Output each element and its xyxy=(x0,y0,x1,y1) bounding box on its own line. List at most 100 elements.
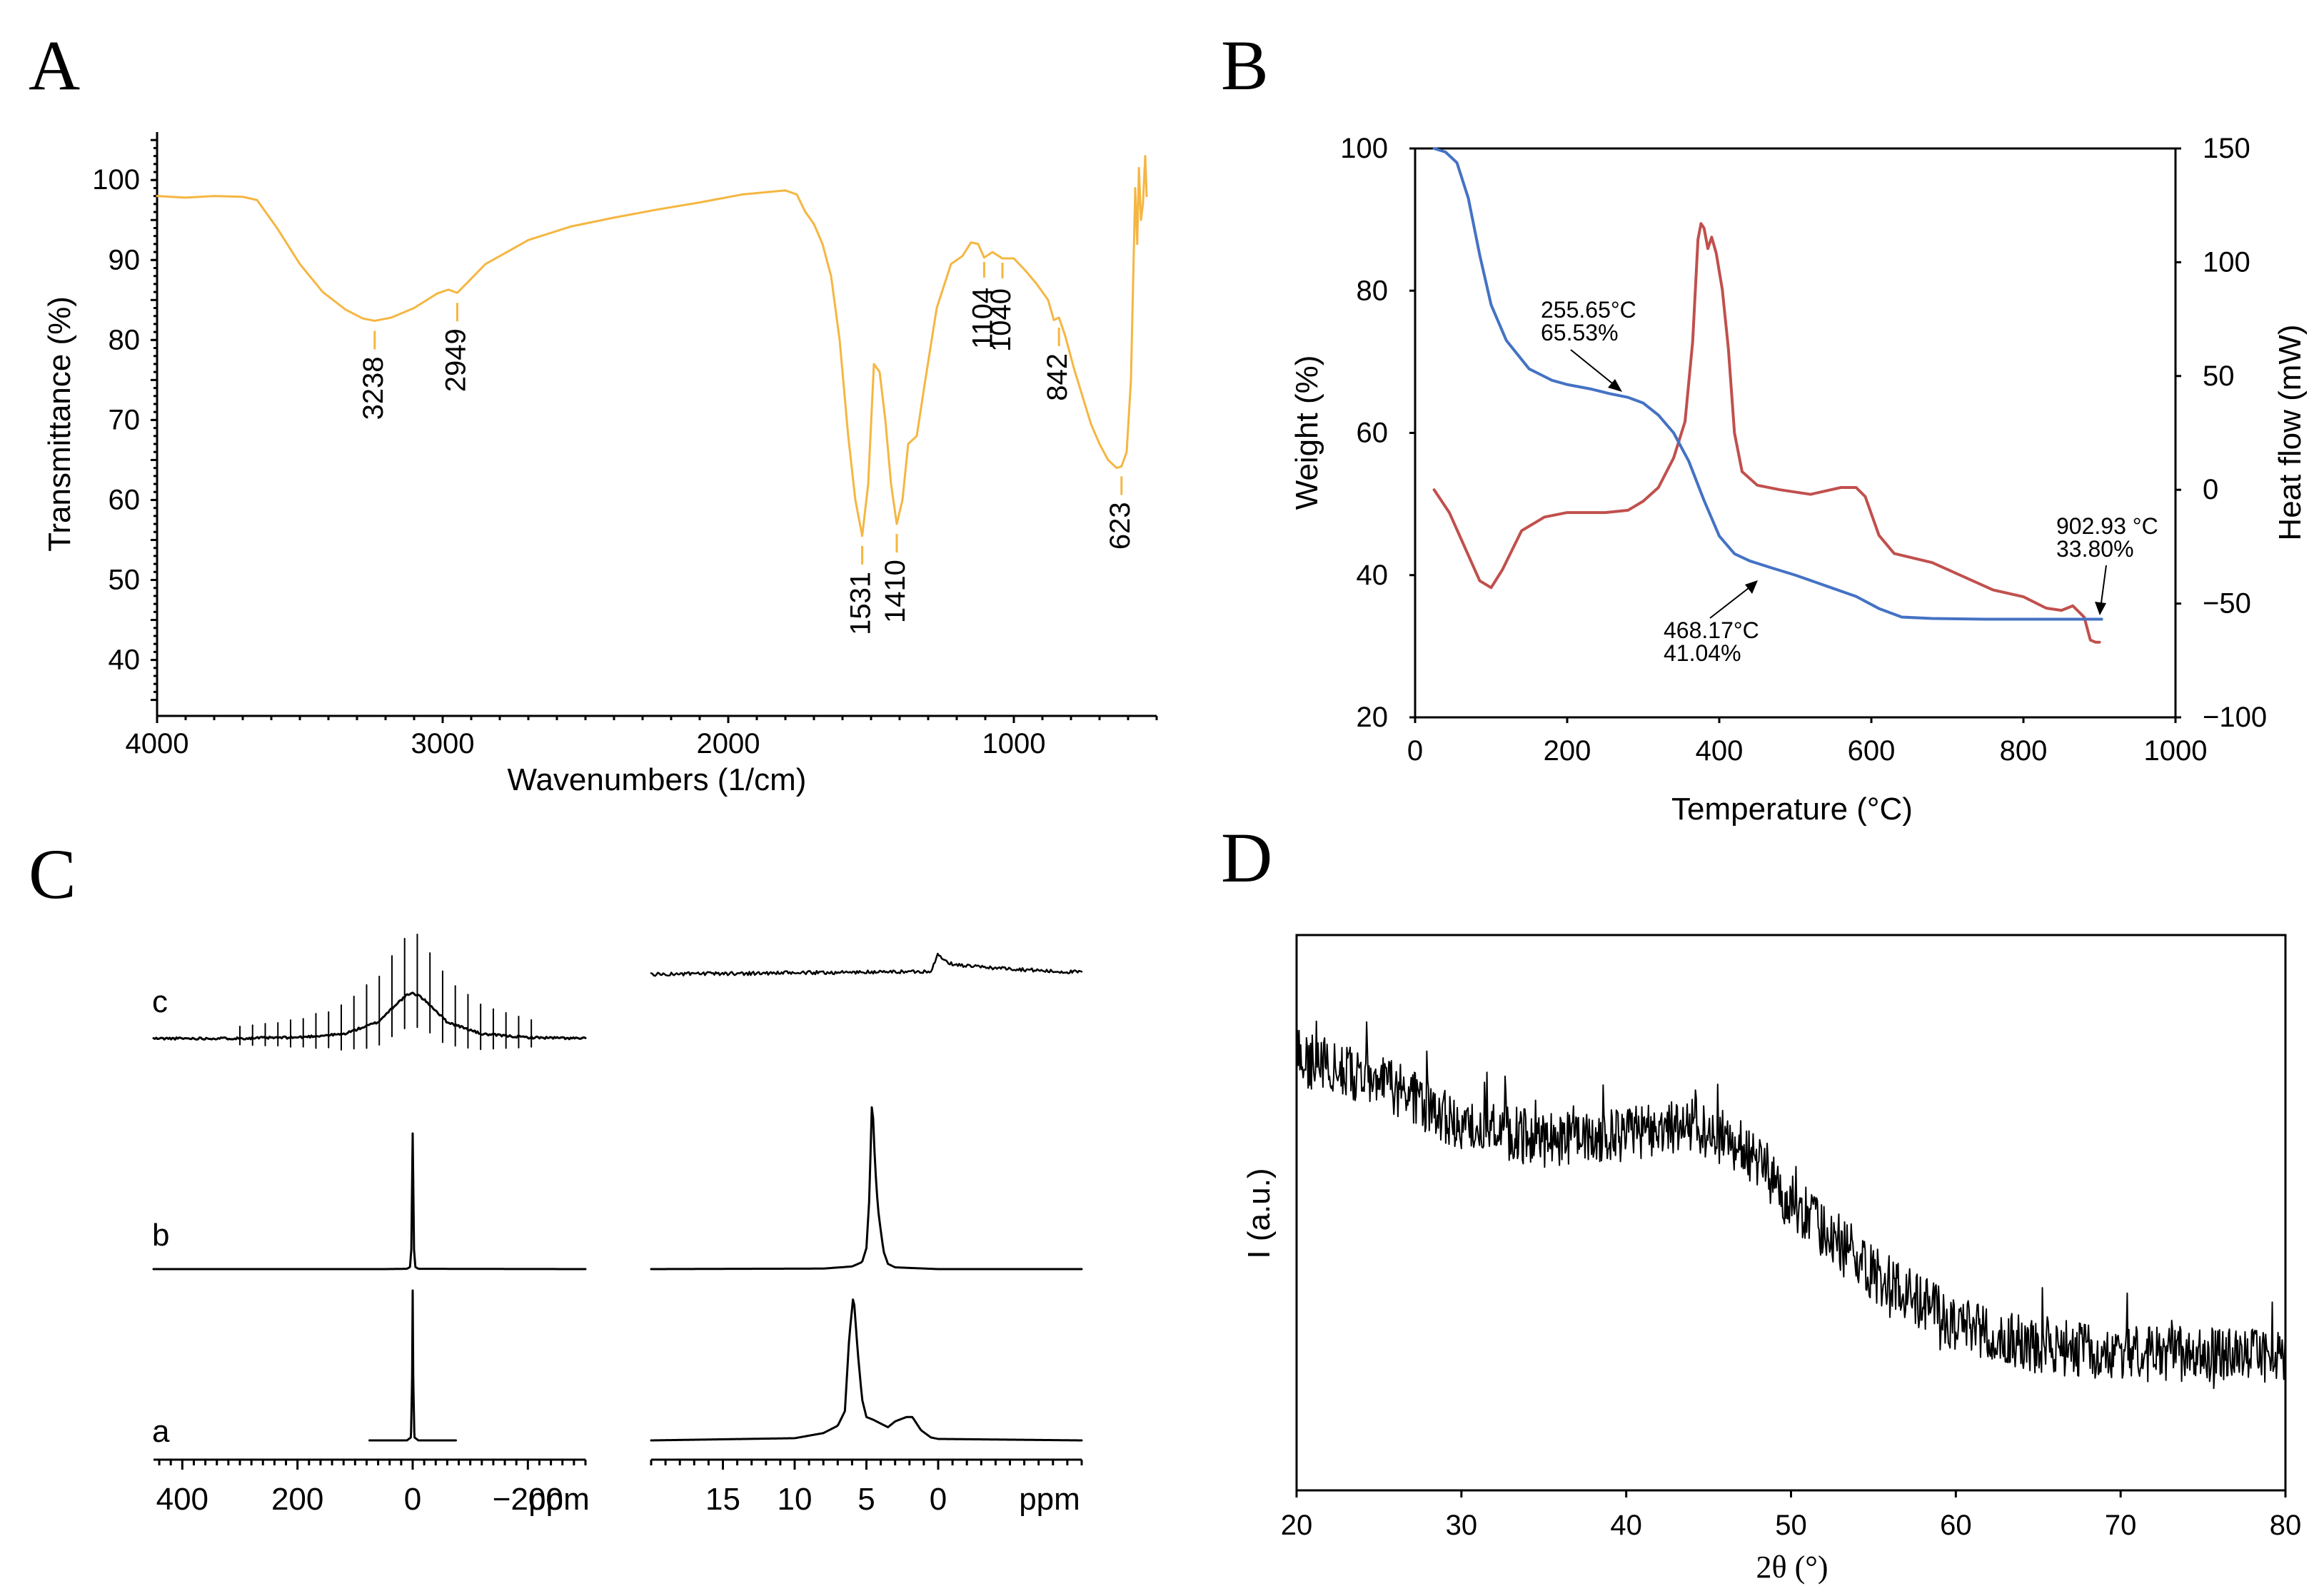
panel-c-traces xyxy=(152,933,1083,1442)
trace-a-right-line xyxy=(650,1298,1083,1442)
panel-letter-a: A xyxy=(29,26,80,105)
peak-label-3238: 3238 xyxy=(358,356,389,420)
peak-label-1104: 1104 xyxy=(967,288,998,349)
panel-c-left-tick-label: 400 xyxy=(156,1482,208,1517)
panel-c-right-tick-label: 15 xyxy=(705,1482,740,1517)
annotation-1-arrow xyxy=(1570,349,1620,390)
panel-d-x-tick-label: 70 xyxy=(2105,1510,2137,1541)
panel-a-x-label: Wavenumbers (1/cm) xyxy=(508,762,807,797)
panel-d-plot-frame xyxy=(1295,934,2287,1492)
annotation-1-temperature: 255.65°C xyxy=(1541,297,1636,323)
panel-a-x-tick-label: 4000 xyxy=(126,728,189,759)
peak-label-623: 623 xyxy=(1105,502,1136,550)
trace-c-left-noise xyxy=(239,933,533,1051)
peak-label-842: 842 xyxy=(1042,353,1073,401)
panel-c-right-tick-label: 0 xyxy=(930,1482,947,1517)
panel-c-right-ticks: 15 10 5 0 xyxy=(650,1460,1083,1517)
annotation-3-arrowhead xyxy=(2095,602,2106,615)
panel-c-nmr-chart: C c b a 400 200 0 −200 15 10 5 0 ppm ppm xyxy=(29,834,1083,1517)
panel-d-x-tick-label: 20 xyxy=(1281,1510,1313,1541)
annotation-2-arrowhead xyxy=(1745,580,1758,594)
panel-a-x-tick-label: 1000 xyxy=(982,728,1046,759)
panel-b-x-tick-label: 1000 xyxy=(2144,735,2208,767)
panel-b-right-y-label: Heat flow (mW) xyxy=(2273,324,2308,540)
trace-b-left-line xyxy=(152,1132,587,1271)
panel-b-x-tick-label: 600 xyxy=(1848,735,1896,767)
panel-d-series-line xyxy=(1296,1020,2286,1390)
panel-b-right-y-tick-label: 100 xyxy=(2203,246,2250,278)
panel-a-y-tick-label: 90 xyxy=(109,244,141,276)
panel-a-x-tick-label: 2000 xyxy=(697,728,760,759)
panel-b-x-ticks: 0 200 400 600 800 1000 xyxy=(1407,717,2208,767)
panel-letter-b: B xyxy=(1221,26,1269,105)
peak-label-2949: 2949 xyxy=(440,328,471,392)
annotation-1-weight: 65.53% xyxy=(1541,320,1619,345)
panel-b-plot-frame xyxy=(1414,147,2177,719)
panel-b-x-tick-label: 400 xyxy=(1696,735,1744,767)
panel-b-y-tick-label: 80 xyxy=(1357,275,1389,306)
annotation-3-arrow xyxy=(2100,565,2107,609)
panel-b-annotation-1: 255.65°C 65.53% xyxy=(1541,297,1636,392)
panel-a-series-line xyxy=(156,155,1148,537)
panel-a-y-tick-label: 100 xyxy=(92,164,140,196)
panel-c-left-tick-label: 200 xyxy=(271,1482,323,1517)
trace-a-left-line xyxy=(368,1289,457,1442)
peak-label-1410: 1410 xyxy=(880,560,911,623)
panel-b-y-tick-label: 20 xyxy=(1357,702,1389,733)
panel-d-x-tick-label: 30 xyxy=(1446,1510,1478,1541)
panel-b-right-y-tick-label: 0 xyxy=(2203,474,2218,505)
panel-b-y-tick-label: 60 xyxy=(1357,418,1389,449)
panel-c-left-x-label: ppm xyxy=(528,1482,590,1517)
panel-d-x-ticks: 20 30 40 50 60 70 80 xyxy=(1281,1490,2302,1541)
panel-d-x-tick-label: 40 xyxy=(1610,1510,1642,1541)
trace-b-right-line xyxy=(650,1106,1083,1271)
peak-label-1531: 1531 xyxy=(845,572,877,635)
annotation-2-weight: 41.04% xyxy=(1664,640,1741,666)
panel-a-y-tick-label: 80 xyxy=(109,324,141,355)
panel-b-heat-flow-line xyxy=(1432,222,2101,644)
panel-b-y-tick-label: 100 xyxy=(1340,133,1388,164)
panel-b-x-tick-label: 800 xyxy=(2000,735,2048,767)
panel-a-x-tick-label: 3000 xyxy=(411,728,475,759)
panel-a-y-ticks: 40 50 60 70 80 90 100 xyxy=(92,138,157,702)
panel-b-annotation-3: 902.93 °C 33.80% xyxy=(2056,513,2158,615)
panel-b-x-label: Temperature (°C) xyxy=(1671,792,1913,827)
panel-b-left-y-ticks: 20 40 60 80 100 xyxy=(1340,133,1415,733)
panel-letter-c: C xyxy=(29,834,76,914)
panel-b-tga-chart: B 20 40 60 80 100 −100 −50 0 50 100 150 0 200 400 60… xyxy=(1221,26,2308,827)
trace-label-b: b xyxy=(152,1218,169,1253)
annotation-2-temperature: 468.17°C xyxy=(1664,617,1759,643)
panel-d-x-tick-label: 60 xyxy=(1940,1510,1972,1541)
panel-c-left-tick-label: −200 xyxy=(493,1482,563,1517)
trace-label-c: c xyxy=(152,984,168,1019)
annotation-2-arrow xyxy=(1709,582,1756,619)
panel-b-right-y-ticks: −100 −50 0 50 100 150 xyxy=(2175,133,2267,733)
panel-a-ftir-chart: A 40 50 60 70 80 90 100 4000 3000 2000 1000 3238 2… xyxy=(29,26,1158,797)
panel-b-weight-line xyxy=(1432,147,2103,621)
peak-label-1040: 1040 xyxy=(985,288,1017,352)
annotation-3-temperature: 902.93 °C xyxy=(2056,513,2158,539)
panel-a-y-tick-label: 70 xyxy=(109,404,141,435)
annotation-1-arrowhead xyxy=(1608,379,1622,392)
panel-b-right-y-tick-label: −100 xyxy=(2203,702,2267,733)
panel-d-x-tick-label: 50 xyxy=(1775,1510,1807,1541)
panel-b-right-y-tick-label: 150 xyxy=(2203,133,2250,164)
trace-label-a: a xyxy=(152,1414,170,1449)
panel-b-left-y-label: Weight (%) xyxy=(1289,355,1324,510)
trace-c-left-line xyxy=(152,991,587,1041)
panel-b-y-tick-label: 40 xyxy=(1357,560,1389,591)
panel-a-y-label: Transmittance (%) xyxy=(42,296,77,552)
trace-c-right-line xyxy=(650,952,1083,977)
panel-c-left-ticks: 400 200 0 −200 xyxy=(156,1460,587,1517)
annotation-3-weight: 33.80% xyxy=(2056,536,2134,562)
panel-d-y-label: I (a.u.) xyxy=(1242,1168,1277,1258)
panel-a-y-tick-label: 40 xyxy=(109,645,141,676)
panel-a-y-tick-label: 50 xyxy=(109,565,141,596)
panel-c-right-tick-label: 5 xyxy=(857,1482,875,1517)
panel-letter-d: D xyxy=(1221,818,1272,897)
panel-a-x-ticks: 4000 3000 2000 1000 xyxy=(126,716,1158,759)
panel-d-x-tick-label: 80 xyxy=(2270,1510,2302,1541)
panel-c-right-x-label: ppm xyxy=(1019,1482,1080,1517)
